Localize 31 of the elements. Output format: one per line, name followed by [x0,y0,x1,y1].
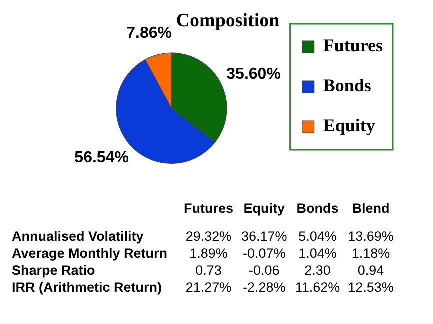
text: 12.53% [348,280,394,295]
legend-label: Bonds [323,76,372,96]
legend-label: Equity [323,116,376,136]
category-label: Annualised Volatility [12,229,144,244]
category-label: Sharpe Ratio [12,263,96,278]
category-label: Bonds [296,200,340,218]
text: -2.28% [243,280,286,295]
data-label: 35.60% [226,66,281,84]
text: 11.62% [295,280,340,295]
chart-title: Composition [176,10,280,32]
text: -0.06 [249,263,280,278]
text: 13.69% [348,229,394,244]
text: 1.18% [352,246,390,261]
text: 2.30 [304,263,331,278]
text: 36.17% [242,229,288,244]
data-label: 7.86% [126,24,172,42]
text: 1.04% [298,246,337,261]
category-label: Blend [351,200,391,218]
text: -0.07% [243,246,286,261]
text: 29.32% [186,229,232,244]
text: 21.27% [186,280,232,295]
text: 0.94 [358,263,384,278]
text: 1.89% [190,246,228,261]
category-label: Futures [183,200,235,218]
text: 5.04% [298,229,337,244]
category-label: Average Monthly Return [12,246,168,261]
category-label: IRR (Arithmetic Return) [12,280,162,295]
data-label: 56.54% [74,150,129,167]
text: 0.73 [196,263,222,278]
category-label: Equity [242,200,286,218]
legend-label: Futures [323,36,384,56]
